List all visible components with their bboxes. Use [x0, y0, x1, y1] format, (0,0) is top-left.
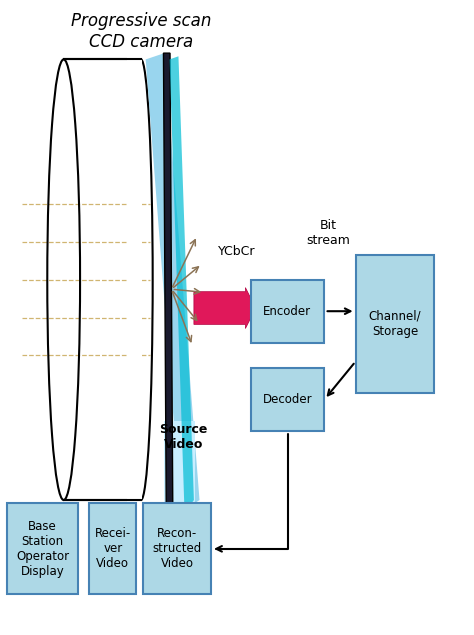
Bar — [127, 57, 142, 503]
Text: YCbCr: YCbCr — [218, 245, 256, 258]
Bar — [143, 503, 211, 594]
Bar — [90, 503, 137, 594]
FancyArrow shape — [194, 288, 256, 328]
Bar — [251, 280, 324, 343]
Bar — [8, 503, 78, 594]
Polygon shape — [146, 53, 200, 512]
Text: Bit
stream: Bit stream — [306, 218, 350, 246]
Bar — [356, 255, 434, 393]
Text: Base
Station
Operator
Display: Base Station Operator Display — [16, 520, 69, 578]
Text: Recei-
ver
Video: Recei- ver Video — [95, 527, 131, 570]
Text: Source
Video: Source Video — [159, 423, 207, 451]
Bar — [251, 368, 324, 431]
Text: Progressive scan
CCD camera: Progressive scan CCD camera — [71, 11, 211, 51]
Text: Decoder: Decoder — [263, 393, 312, 406]
Text: Recon-
structed
Video: Recon- structed Video — [153, 527, 202, 570]
Text: Channel/
Storage: Channel/ Storage — [369, 310, 421, 338]
Bar — [64, 60, 141, 500]
Polygon shape — [164, 53, 173, 512]
Bar — [164, 422, 195, 522]
Text: Encoder: Encoder — [263, 305, 311, 318]
Polygon shape — [170, 57, 194, 512]
